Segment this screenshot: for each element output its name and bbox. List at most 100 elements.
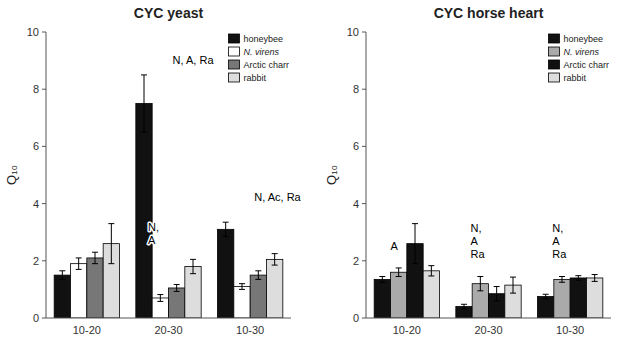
error-cap (76, 269, 82, 270)
error-bar (141, 75, 147, 132)
legend-item: rabbit (228, 73, 266, 83)
error-line (594, 275, 595, 282)
error-line (480, 277, 481, 291)
legend-label: rabbit (243, 73, 266, 83)
bar (136, 104, 152, 319)
legend-swatch (548, 60, 559, 69)
legend-item: N. virens (548, 47, 599, 57)
bar (391, 272, 407, 318)
y-tick-label: 0 (33, 312, 39, 324)
error-bar (379, 277, 385, 283)
plot-area (374, 224, 603, 318)
annotation-line: N, (552, 222, 563, 234)
legend-swatch (228, 60, 239, 69)
error-line (578, 276, 579, 281)
error-line (464, 304, 465, 309)
annotation-line: Ra (471, 248, 486, 260)
error-cap (174, 291, 180, 292)
error-cap (477, 290, 483, 291)
error-line (62, 271, 63, 280)
y-tick-label: 6 (33, 140, 39, 152)
annotation: N, Ac, Ra (254, 191, 301, 203)
x-axis (46, 318, 291, 319)
error-line (496, 287, 497, 301)
error-cap (396, 267, 402, 268)
legend-label: rabbit (563, 73, 586, 83)
error-line (95, 252, 96, 263)
legend-swatch (548, 34, 559, 43)
error-cap (108, 223, 114, 224)
error-cap (174, 284, 180, 285)
error-bar (239, 284, 245, 290)
error-cap (141, 132, 147, 133)
legend-swatch (228, 34, 239, 43)
annotation-line: N, A, Ra (173, 54, 215, 66)
error-cap (428, 265, 434, 266)
annotation-line: A (148, 234, 156, 246)
legend-swatch (228, 47, 239, 56)
x-tick-label: 20-30 (154, 324, 182, 336)
x-axis (366, 318, 611, 319)
title: CYC horse heart (434, 5, 544, 21)
annotation-line: A (471, 235, 479, 247)
error-bar (174, 285, 180, 292)
panel: CYC horse heartQ₁₀024681010-2020-3010-30… (324, 5, 611, 336)
bar (218, 229, 234, 318)
y-tick (362, 146, 366, 147)
legend-swatch (548, 73, 559, 82)
error-cap (157, 301, 163, 302)
error-line (225, 222, 226, 236)
error-cap (592, 274, 598, 275)
error-bar (92, 252, 98, 263)
bar (538, 297, 554, 318)
bar (87, 258, 103, 318)
error-bar (76, 258, 82, 269)
bar (554, 279, 570, 318)
annotation-line: A (552, 235, 560, 247)
error-bar (272, 254, 278, 265)
y-axis (366, 32, 367, 318)
error-line (398, 268, 399, 277)
error-cap (543, 294, 549, 295)
error-cap (141, 74, 147, 75)
error-line (144, 75, 145, 132)
error-bar (461, 304, 467, 309)
error-cap (272, 253, 278, 254)
error-bar (510, 277, 516, 293)
error-cap (396, 276, 402, 277)
bar (374, 279, 390, 318)
bar (169, 288, 185, 318)
error-bar (592, 275, 598, 282)
error-line (160, 295, 161, 302)
y-tick (42, 203, 46, 204)
y-tick-label: 6 (353, 140, 359, 152)
bar (267, 259, 283, 318)
y-tick-label: 10 (347, 26, 359, 38)
error-cap (223, 222, 229, 223)
error-cap (510, 277, 516, 278)
y-tick (362, 203, 366, 204)
annotation: N, A, Ra (173, 54, 215, 66)
y-tick (42, 260, 46, 261)
error-cap (379, 282, 385, 283)
error-line (431, 266, 432, 276)
error-cap (190, 273, 196, 274)
error-cap (412, 263, 418, 264)
error-cap (543, 298, 549, 299)
y-tick (42, 318, 46, 319)
error-bar (412, 224, 418, 264)
y-tick (42, 146, 46, 147)
y-tick (42, 32, 46, 33)
figure: CYC yeastQ₁₀024681010-2020-3010-30N, A, … (0, 0, 630, 356)
error-bar (59, 271, 65, 280)
bar (250, 275, 266, 318)
error-bar (494, 287, 500, 301)
legend-label: honeybee (563, 34, 603, 44)
error-line (415, 224, 416, 264)
error-line (258, 271, 259, 280)
error-bar (559, 277, 565, 283)
error-cap (108, 263, 114, 264)
y-tick-label: 10 (27, 26, 39, 38)
error-cap (559, 282, 565, 283)
y-tick (362, 318, 366, 319)
